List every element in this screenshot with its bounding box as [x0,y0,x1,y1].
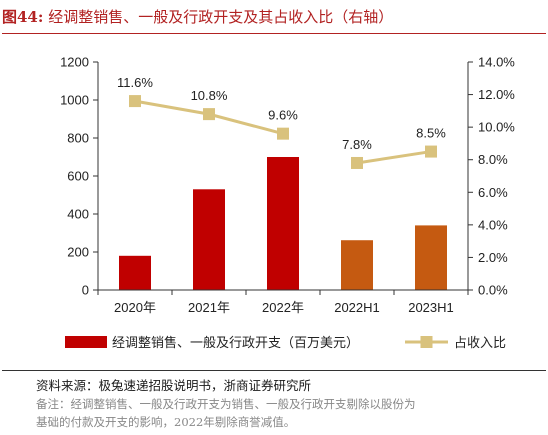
ratio-data-label-1: 10.8% [191,88,228,103]
x-tick-label-3: 2022H1 [334,300,380,315]
ratio-marker-3 [351,156,363,169]
left-tick-label-2: 400 [67,207,89,222]
bar-0 [119,255,151,290]
ratio-data-label-3: 7.8% [342,137,372,152]
x-tick-label-0: 2020年 [114,300,156,315]
right-tick-label-0: 0.0% [478,283,508,298]
right-tick-label-6: 12.0% [478,87,515,102]
source-text: 资料来源：极兔速递招股说明书，浙商证券研究所 [36,378,312,393]
ratio-marker-4 [425,145,437,158]
left-tick-label-6: 1200 [60,55,89,70]
right-tick-label-2: 4.0% [478,217,508,232]
figure-label: 图44: [2,8,44,26]
note-text: 备注：经调整销售、一般及行政开支为销售、一般及行政开支剔除以股份为 基础的付款及… [36,395,541,431]
ratio-data-label-4: 8.5% [416,126,446,141]
left-tick-label-1: 200 [67,245,89,260]
ratio-marker-1 [203,108,215,121]
right-tick-label-1: 2.0% [478,250,508,265]
right-tick-label-7: 14.0% [478,55,515,70]
bar-2 [267,157,299,290]
x-tick-label-1: 2021年 [188,300,230,315]
right-tick-label-5: 10.0% [478,120,515,135]
ratio-line-segment-1 [356,150,432,165]
title-divider [2,33,546,34]
figure-title-text: 经调整销售、一般及行政开支及其占收入比（右轴） [48,8,394,26]
ratio-marker-2 [277,127,289,140]
left-tick-label-3: 600 [67,169,89,184]
note-line-2: 基础的付款及开支的影响，2022年剔除商誉减值。 [36,415,296,429]
x-tick-label-4: 2023H1 [408,300,454,315]
bar-1 [193,189,225,290]
source-divider [2,370,546,371]
left-tick-label-5: 1000 [60,93,89,108]
legend-line-marker [420,336,433,348]
x-tick-label-2: 2022年 [262,300,304,315]
legend-bar-swatch [65,336,107,348]
ratio-data-label-2: 9.6% [268,108,298,123]
ratio-marker-0 [129,95,141,108]
left-tick-label-4: 800 [67,131,89,146]
figure-title: 图44: 经调整销售、一般及行政开支及其占收入比（右轴） [2,2,546,32]
bar-4 [415,225,447,290]
combo-chart: 0 200 400 600 800 1000 1200 0.0% 2.0% 4.0% 6.0% 8.0… [60,55,515,351]
right-tick-label-3: 6.0% [478,185,508,200]
legend-bar-label: 经调整销售、一般及行政开支（百万美元） [112,335,359,350]
legend-line-label: 占收入比 [454,335,506,350]
right-tick-label-4: 8.0% [478,152,508,167]
note-line-1: 备注：经调整销售、一般及行政开支为销售、一般及行政开支剔除以股份为 [36,397,416,411]
bar-3 [341,240,373,290]
ratio-data-label-0: 11.6% [117,75,153,90]
left-tick-label-0: 0 [82,283,89,298]
